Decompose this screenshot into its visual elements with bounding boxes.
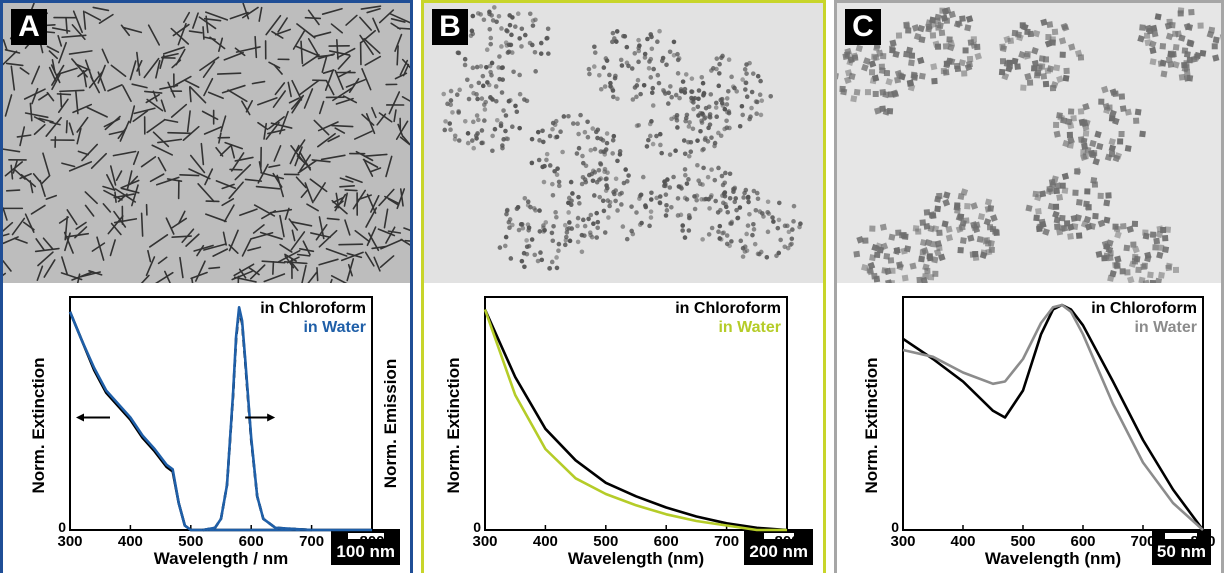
x-axis-label: Wavelength / nm <box>154 549 288 568</box>
x-tick-label: 600 <box>654 533 679 550</box>
arrowhead-right <box>267 414 275 422</box>
x-tick-label: 500 <box>1010 533 1035 550</box>
series-line-in-water-emission <box>203 307 312 530</box>
legend-entry: in Water <box>1134 319 1197 336</box>
x-tick-label: 700 <box>1130 533 1155 550</box>
y-tick-label: 0 <box>473 519 481 535</box>
legend-entry: in Chloroform <box>1091 300 1197 317</box>
legend-entry: in Water <box>718 319 781 336</box>
series-line-in-chloroform-extinction <box>70 312 372 530</box>
y-tick-label: 0 <box>58 519 66 535</box>
panel-letter-c: C <box>845 9 881 45</box>
x-axis-label: Wavelength (nm) <box>985 549 1121 568</box>
y-axis-label: Norm. Extinction <box>29 357 48 493</box>
plot-b: 300 400 500 600 700 800 0 Wavelength (nm) Norm. … <box>424 283 823 576</box>
y-tick-label: 0 <box>891 519 899 535</box>
y-axis-label-right: Norm. Emission <box>381 359 400 488</box>
x-tick-label: 600 <box>239 533 264 550</box>
x-tick-label: 600 <box>1070 533 1095 550</box>
tem-micrograph-a <box>3 3 410 283</box>
tem-micrograph-c <box>837 3 1221 283</box>
x-tick-label: 400 <box>118 533 143 550</box>
x-tick-label: 800 <box>1190 533 1215 550</box>
series-line-in-water-extinction <box>70 312 372 530</box>
tem-image-c <box>837 3 1221 283</box>
plot-c: 300 400 500 600 700 800 0 Wavelength (nm) Norm. … <box>837 283 1221 576</box>
tem-image-a <box>3 3 410 283</box>
series-line-in-water <box>903 305 1203 530</box>
series-line-in-chloroform <box>903 305 1203 530</box>
legend-entry: in Chloroform <box>675 300 781 317</box>
tem-micrograph-b <box>424 3 823 283</box>
x-tick-label: 500 <box>593 533 618 550</box>
x-tick-label: 300 <box>890 533 915 550</box>
x-axis-label: Wavelength (nm) <box>568 549 704 568</box>
x-tick-label: 300 <box>472 533 497 550</box>
x-tick-label: 800 <box>774 533 799 550</box>
y-axis-label: Norm. Extinction <box>862 357 881 493</box>
y-axis-label: Norm. Extinction <box>444 357 463 493</box>
x-tick-label: 300 <box>57 533 82 550</box>
plot-a: 300 400 500 600 700 800 0 Wavelength / nm Norm. … <box>3 283 410 576</box>
x-tick-label: 400 <box>950 533 975 550</box>
legend-entry: in Chloroform <box>260 300 366 317</box>
panel-letter-b: B <box>432 9 468 45</box>
panel-letter-a: A <box>11 9 47 45</box>
x-tick-label: 400 <box>533 533 558 550</box>
x-tick-label: 500 <box>178 533 203 550</box>
legend-entry: in Water <box>303 319 366 336</box>
arrowhead-left <box>76 414 84 422</box>
x-tick-label: 800 <box>359 533 384 550</box>
x-tick-label: 700 <box>299 533 324 550</box>
x-tick-label: 700 <box>714 533 739 550</box>
tem-image-b <box>424 3 823 283</box>
